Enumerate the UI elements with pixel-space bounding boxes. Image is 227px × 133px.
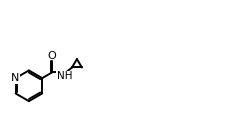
Text: NH: NH xyxy=(57,71,72,81)
Text: N: N xyxy=(10,73,19,83)
Text: O: O xyxy=(48,51,56,61)
